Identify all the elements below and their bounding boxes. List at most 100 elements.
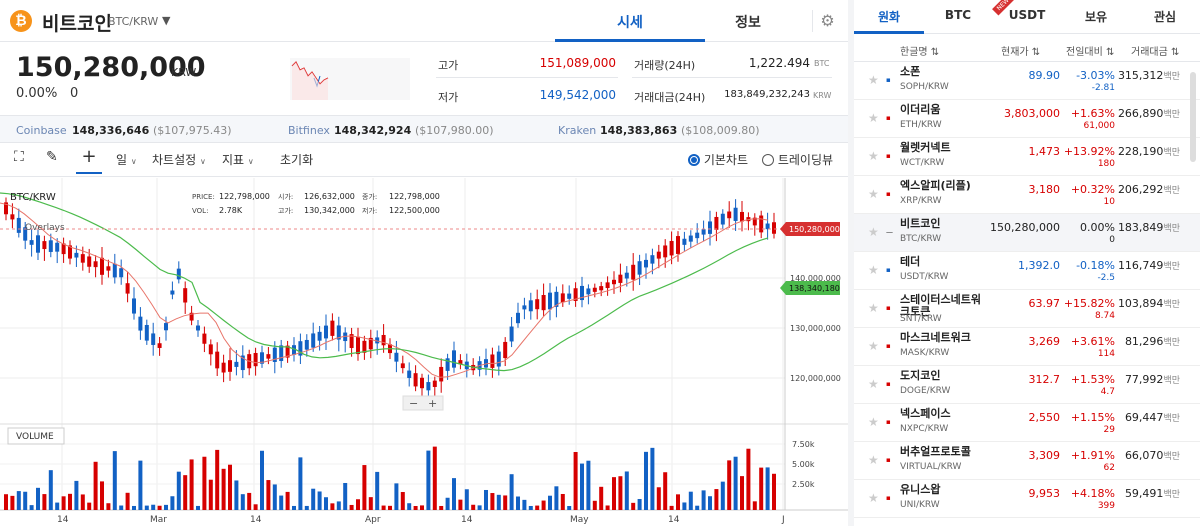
tab-usdt[interactable]: USDT bbox=[1008, 8, 1046, 22]
interval-select[interactable]: 일 ∨ bbox=[116, 153, 137, 167]
candle bbox=[42, 241, 47, 250]
volume-bar bbox=[164, 504, 168, 510]
star-icon[interactable]: ★ bbox=[868, 225, 879, 239]
coin-price: 312.7 bbox=[1028, 373, 1061, 386]
tab-price[interactable]: 시세 bbox=[555, 12, 705, 42]
low-value: 149,542,000 bbox=[539, 88, 616, 102]
sort-change-button[interactable]: 전일대비 ⇅ bbox=[1066, 47, 1115, 58]
candle bbox=[151, 333, 156, 345]
coin-change-val: -2.81 bbox=[1091, 83, 1115, 93]
candle bbox=[381, 334, 386, 346]
star-icon[interactable]: ★ bbox=[868, 301, 879, 315]
market-row[interactable]: ★ ▪ 테더 USDT/KRW 1,392.0 -0.18% -2.5 116,749백만 bbox=[854, 252, 1200, 290]
market-row[interactable]: ★ ▪ 유니스왑 UNI/KRW 9,953 +4.18% 399 59,491백만 bbox=[854, 480, 1200, 518]
star-icon[interactable]: ★ bbox=[868, 111, 879, 125]
tab-info[interactable]: 정보 bbox=[735, 15, 761, 31]
tab-krw[interactable]: 원화 bbox=[877, 10, 901, 24]
volume-bar bbox=[183, 475, 188, 510]
star-icon[interactable]: ★ bbox=[868, 149, 879, 163]
star-icon[interactable]: ★ bbox=[868, 263, 879, 277]
info-price: 122,798,000 bbox=[219, 192, 270, 201]
market-row[interactable]: ★ ▪ 스테이터스네트워크토큰 SNT/KRW 63.97 +15.82% 8.74 103,… bbox=[854, 290, 1200, 328]
coin-change-pct: +1.53% bbox=[1070, 373, 1115, 386]
sort-volume-button[interactable]: 거래대금 ⇅ bbox=[1131, 47, 1180, 58]
volume-bar bbox=[375, 471, 380, 510]
candle bbox=[356, 336, 360, 355]
star-icon[interactable]: ★ bbox=[868, 187, 879, 201]
high-label: 고가 bbox=[438, 59, 459, 72]
candle bbox=[260, 352, 264, 364]
coin-change-val: 399 bbox=[1097, 501, 1115, 511]
volume-bar bbox=[650, 447, 655, 510]
volume-value: 1,222.494 bbox=[748, 56, 810, 70]
market-row[interactable]: ★ ▪ 소폰 SOPH/KRW 89.90 -3.03% -2.81 315,312백만 bbox=[854, 62, 1200, 100]
star-icon[interactable]: ★ bbox=[868, 73, 879, 87]
sort-name-button[interactable]: 한글명 ⇅ bbox=[900, 47, 940, 58]
draw-pencil-icon[interactable]: ✎ bbox=[46, 149, 58, 165]
star-icon[interactable]: ★ bbox=[868, 415, 879, 429]
coin-dropdown-icon[interactable]: ▼ bbox=[162, 14, 171, 27]
exchange-krw: 148,383,863 bbox=[600, 124, 678, 137]
market-row[interactable]: ★ ▪ 버추얼프로토콜 VIRTUAL/KRW 3,309 +1.91% 62 66,070백… bbox=[854, 442, 1200, 480]
market-row[interactable]: ★ ▪ 넥스페이스 NXPC/KRW 2,550 +1.15% 29 69,447백만 bbox=[854, 404, 1200, 442]
coin-name: 버추얼프로토콜 bbox=[900, 445, 971, 458]
volume-bar bbox=[68, 493, 72, 510]
tab-owned[interactable]: 보유 bbox=[1084, 10, 1108, 24]
candle bbox=[458, 360, 463, 365]
sort-price-button[interactable]: 현재가 ⇅ bbox=[1001, 47, 1041, 58]
market-row[interactable]: ★ ▪ 엑스알피(리플) XRP/KRW 3,180 +0.32% 10 206,292백만 bbox=[854, 176, 1200, 214]
price-chart[interactable]: BTC/KRW Overlays PRICE: 122,798,000 시가: 126,6… bbox=[0, 178, 848, 526]
star-icon[interactable]: ★ bbox=[868, 377, 879, 391]
chart-settings-button[interactable]: 차트설정 ∨ bbox=[152, 153, 206, 167]
market-row[interactable]: ★ — 비트코인 BTC/KRW 150,280,000 0.00% 0 183,849백만 bbox=[854, 214, 1200, 252]
star-icon[interactable]: ★ bbox=[868, 453, 879, 467]
amount-value: 183,849,232,243 bbox=[724, 89, 810, 100]
volume-bar bbox=[759, 467, 764, 510]
volume-bar bbox=[330, 503, 335, 510]
current-price-tag-label: 150,280,000 bbox=[789, 225, 840, 234]
tab-favorites[interactable]: 관심 bbox=[1153, 10, 1177, 24]
star-icon[interactable]: ★ bbox=[868, 491, 879, 505]
volume-bar bbox=[189, 459, 194, 510]
crosshair-icon[interactable]: + bbox=[76, 146, 102, 174]
indicators-button[interactable]: 지표 ∨ bbox=[222, 153, 254, 167]
volume-bar bbox=[317, 491, 322, 510]
scrollbar[interactable] bbox=[1190, 72, 1196, 162]
candle bbox=[503, 341, 508, 359]
coin-name: 도지코인 bbox=[900, 369, 941, 382]
gear-icon[interactable]: ⚙ bbox=[812, 10, 842, 32]
volume-bar bbox=[426, 450, 431, 510]
volume-bar bbox=[356, 499, 360, 510]
volume-bar bbox=[36, 487, 40, 510]
fullscreen-icon[interactable]: ⛶ bbox=[14, 149, 24, 165]
market-row[interactable]: ★ ▪ 도지코인 DOGE/KRW 312.7 +1.53% 4.7 77,992백만 bbox=[854, 366, 1200, 404]
basic-chart-radio[interactable]: 기본차트 bbox=[688, 151, 748, 168]
bitcoin-logo-icon: ₿ bbox=[10, 10, 32, 32]
market-row[interactable]: ★ ▪ 이더리움 ETH/KRW 3,803,000 +1.63% 61,000 266,89… bbox=[854, 100, 1200, 138]
candle bbox=[298, 341, 303, 356]
volume-label: 거래량(24H) bbox=[634, 59, 696, 72]
volume-bar bbox=[413, 506, 418, 510]
market-list-panel: 원화 BTC USDT NEW 보유 관심 한글명 ⇅ 현재가 ⇅ 전일대비 ⇅… bbox=[854, 0, 1200, 526]
volume-bar bbox=[682, 502, 687, 510]
volume-bar bbox=[29, 505, 34, 510]
zoom-in-icon[interactable]: + bbox=[428, 397, 437, 410]
volume-bar bbox=[138, 460, 143, 510]
volume-bar bbox=[656, 487, 661, 510]
tab-btc[interactable]: BTC bbox=[944, 8, 972, 22]
candle bbox=[682, 238, 687, 245]
star-icon[interactable]: ★ bbox=[868, 339, 879, 353]
volume-bar bbox=[324, 497, 328, 510]
change-value: 0 bbox=[70, 86, 79, 101]
reset-button[interactable]: 초기화 bbox=[280, 153, 314, 167]
market-row[interactable]: ★ ▪ 월렛커넥트 WCT/KRW 1,473 +13.92% 180 228,190백만 bbox=[854, 138, 1200, 176]
coin-change-pct: +1.15% bbox=[1070, 411, 1115, 424]
candle bbox=[266, 354, 271, 359]
candle bbox=[208, 344, 213, 355]
candle bbox=[599, 286, 604, 291]
market-row[interactable]: ★ ▪ 마스크네트워크 MASK/KRW 3,269 +3.61% 114 81,296백만 bbox=[854, 328, 1200, 366]
volume-bar bbox=[10, 495, 15, 510]
zoom-out-icon[interactable]: − bbox=[409, 397, 418, 410]
coin-volume: 116,749백만 bbox=[1117, 259, 1180, 272]
tradingview-radio[interactable]: 트레이딩뷰 bbox=[762, 151, 833, 168]
